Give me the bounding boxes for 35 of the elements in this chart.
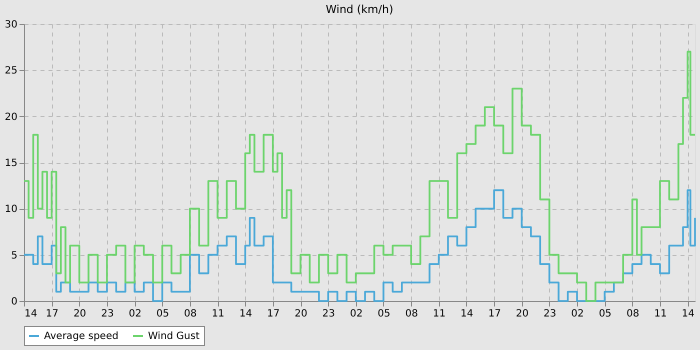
x-tick-label: 11	[432, 308, 446, 320]
x-tick-label: 14	[460, 308, 474, 320]
x-tick-label: 14	[682, 308, 694, 320]
x-tick-label: 20	[294, 308, 308, 320]
x-tick-label: 08	[405, 308, 418, 320]
x-tick-label: 05	[378, 308, 390, 320]
y-tick-label: 15	[4, 158, 18, 169]
chart-title: Wind (km/h)	[326, 3, 394, 16]
x-tick-label: 08	[626, 308, 640, 320]
y-tick-label: 25	[4, 66, 18, 77]
y-tick-label: 30	[4, 20, 18, 30]
x-tick-label: 20	[516, 308, 529, 320]
x-tick-label: 08	[184, 308, 197, 320]
x-tick-label: 14	[239, 308, 252, 320]
legend-label: Wind Gust	[148, 331, 200, 342]
x-tick-label: 02	[128, 308, 142, 320]
x-tick-label: 23	[544, 308, 556, 320]
x-tick-label: 02	[350, 308, 363, 320]
x-tick-label: 20	[73, 308, 86, 320]
x-tick-label: 05	[598, 308, 612, 320]
y-tick-label: 0	[11, 296, 18, 308]
x-tick-label: 23	[101, 308, 114, 320]
x-tick-label: 02	[571, 308, 584, 320]
x-tick-label: 17	[266, 308, 280, 320]
x-tick-label: 11	[212, 308, 224, 320]
y-tick-label: 10	[4, 204, 18, 216]
x-tick-label: 23	[322, 308, 336, 320]
x-tick-label: 17	[46, 308, 59, 320]
legend-label: Average speed	[44, 331, 118, 342]
x-tick-label: 14	[24, 308, 38, 320]
x-tick-label: 17	[488, 308, 501, 320]
x-tick-label: 05	[156, 308, 170, 320]
y-tick-label: 20	[4, 112, 18, 123]
x-tick-label: 11	[654, 308, 667, 320]
y-tick-label: 5	[11, 250, 18, 262]
